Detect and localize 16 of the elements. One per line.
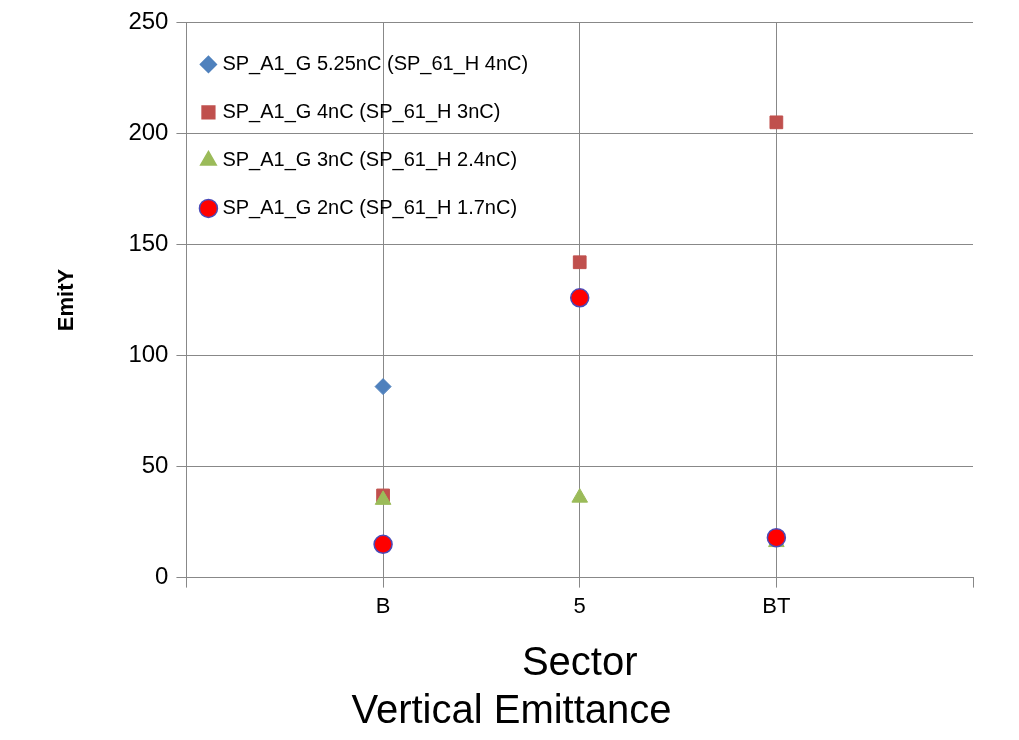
y-axis-title: EmitY — [53, 268, 79, 332]
x-tick-label: B — [375, 592, 391, 618]
y-tick-label: 250 — [128, 7, 169, 35]
x-tick-label: 5 — [573, 592, 586, 618]
y-tick-label: 100 — [128, 340, 169, 368]
text: Vertical Emittance — [351, 687, 672, 732]
legend-label: SP_A1_G 4nC (SP_61_H 3nC) — [222, 99, 501, 123]
y-tick-label: 200 — [128, 118, 169, 146]
y-tick-label: 0 — [155, 562, 169, 590]
legend-label: SP_A1_G 3nC (SP_61_H 2.4nC) — [222, 147, 518, 171]
legend-label: SP_A1_G 5.25nC (SP_61_H 4nC) — [222, 51, 529, 75]
x-axis-title: Sector — [521, 639, 638, 684]
legend-label: SP_A1_G 2nC (SP_61_H 1.7nC) — [222, 195, 518, 219]
y-tick-label: 150 — [128, 229, 169, 257]
y-tick-label: 50 — [141, 451, 169, 479]
x-tick-label: BT — [762, 592, 791, 618]
